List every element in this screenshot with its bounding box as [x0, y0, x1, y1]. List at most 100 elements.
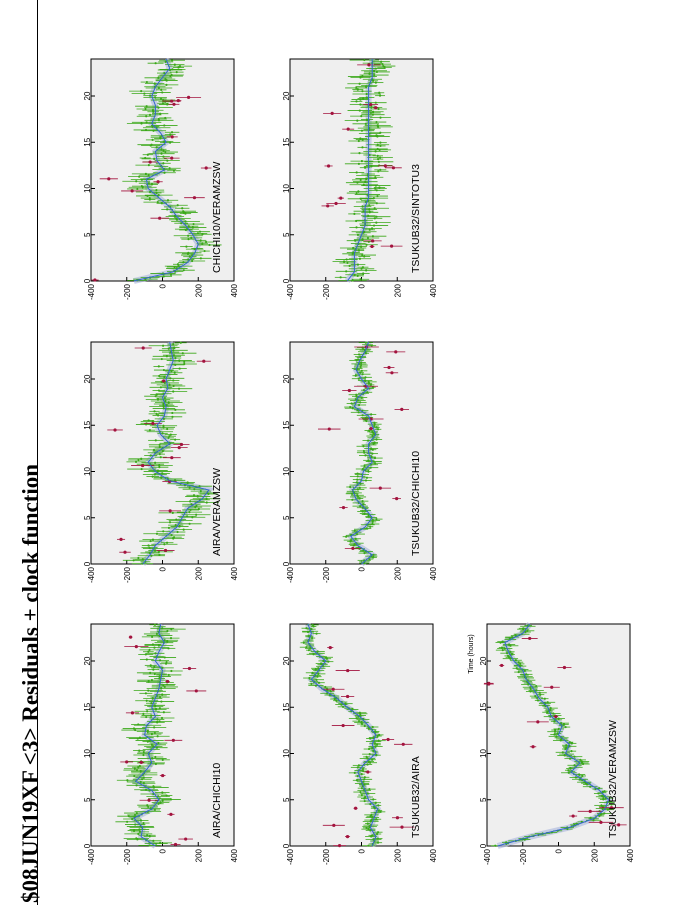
data-point [153, 82, 156, 85]
data-point [161, 432, 164, 435]
data-point [163, 140, 166, 143]
data-point [161, 799, 164, 802]
clock-fit-line [350, 341, 377, 565]
data-point [360, 793, 363, 797]
data-point [375, 215, 378, 218]
flagged-point [129, 635, 133, 639]
data-point [375, 743, 379, 746]
data-point [149, 454, 152, 457]
data-point [162, 275, 165, 278]
data-point [195, 513, 198, 516]
data-point [363, 799, 366, 803]
x-tick-label: 0 [83, 843, 92, 848]
data-point [147, 419, 150, 422]
data-point [376, 143, 379, 146]
data-point [365, 269, 368, 272]
data-point [372, 553, 375, 556]
flagged-point [123, 550, 127, 554]
data-point [205, 501, 208, 504]
data-point [536, 696, 539, 700]
flagged-point [326, 204, 330, 208]
data-point [371, 452, 374, 455]
data-point [380, 60, 383, 63]
data-point [356, 181, 359, 184]
data-point [145, 658, 148, 661]
data-point [543, 697, 546, 700]
data-point [172, 349, 175, 352]
data-point [563, 754, 566, 757]
data-point [158, 677, 161, 680]
data-point [163, 639, 166, 642]
data-point [362, 230, 366, 233]
data-point [603, 790, 606, 793]
data-point [187, 251, 190, 254]
baseline-label: AIRA/VERAMZSW [211, 468, 223, 556]
y-tick-label: 0 [159, 848, 168, 853]
data-point [565, 744, 568, 747]
data-point [379, 810, 382, 813]
data-point [188, 522, 191, 525]
data-point [157, 741, 160, 745]
data-point [150, 679, 154, 682]
data-point [144, 128, 148, 132]
data-point [362, 348, 365, 351]
data-point [160, 357, 163, 361]
data-point [145, 105, 148, 108]
x-tick-label: 15 [83, 137, 92, 146]
data-point [188, 486, 191, 489]
data-point [184, 212, 187, 215]
data-point [356, 495, 360, 499]
data-point [369, 737, 372, 740]
y-tick-label: -400 [87, 848, 96, 865]
data-point [149, 671, 152, 674]
data-point [302, 641, 305, 644]
y-tick-label: -400 [286, 848, 295, 865]
flagged-point [158, 216, 162, 220]
x-tick-label: 10 [282, 184, 291, 193]
y-tick-label: -200 [123, 848, 132, 865]
data-point [132, 727, 136, 730]
data-point [314, 684, 318, 687]
data-point [135, 837, 138, 840]
data-point [146, 740, 149, 743]
data-point [162, 368, 165, 372]
data-point [155, 532, 159, 535]
data-point [376, 837, 379, 840]
flagged-point [125, 760, 129, 764]
data-point [367, 470, 370, 473]
data-point [142, 712, 145, 715]
flagged-point [168, 509, 172, 513]
data-point [166, 159, 169, 162]
data-point [135, 811, 138, 815]
data-point [374, 730, 377, 733]
data-point [135, 180, 138, 183]
flagged-point [113, 428, 117, 432]
data-point [145, 115, 148, 118]
data-point [173, 371, 176, 374]
data-point [367, 380, 370, 383]
data-point [175, 518, 178, 521]
data-point [308, 676, 311, 680]
data-point [162, 426, 165, 429]
data-point [503, 647, 506, 650]
data-point [161, 627, 164, 630]
data-point [536, 699, 540, 702]
data-point [151, 643, 155, 646]
data-point [355, 393, 358, 396]
data-point [141, 558, 144, 561]
clock-fit-line [307, 623, 379, 847]
data-point [363, 451, 366, 454]
data-point [172, 379, 175, 382]
data-point [134, 728, 137, 732]
data-point [145, 80, 148, 84]
data-point [164, 116, 167, 120]
data-point [523, 669, 526, 672]
data-point [157, 644, 160, 647]
flagged-point [107, 177, 111, 181]
data-point [565, 746, 568, 749]
data-point [126, 820, 129, 823]
y-tick-label: -400 [483, 848, 492, 865]
clock-fit-line [497, 623, 610, 847]
data-point [163, 71, 166, 75]
